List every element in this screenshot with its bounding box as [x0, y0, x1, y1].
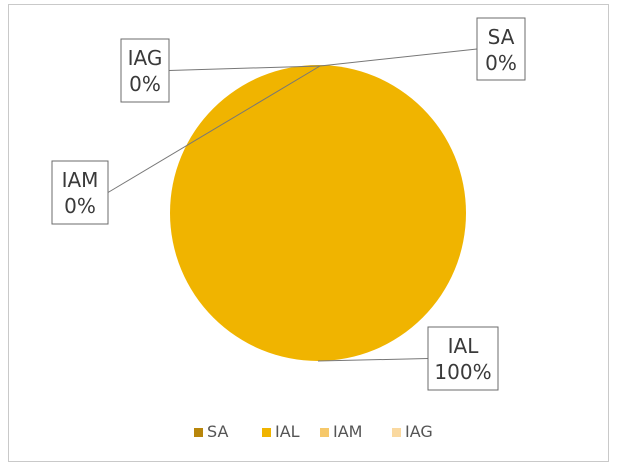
- data-label-category-sa: SA: [488, 25, 515, 49]
- leader-line-iag: [168, 65, 321, 71]
- data-label-box-sa: [476, 17, 526, 81]
- legend-swatch-sa: [194, 428, 203, 437]
- data-label-percent-iag: 0%: [129, 72, 161, 96]
- data-label-category-iam: IAM: [62, 168, 99, 192]
- leader-line-sa: [319, 48, 478, 67]
- leader-line-ial: [317, 358, 429, 362]
- data-label-box-iam: [51, 160, 109, 225]
- data-label-box-iag: [120, 38, 170, 103]
- data-label-box-ial: [427, 326, 499, 391]
- data-label-sa: SA0%: [476, 17, 526, 81]
- data-label-percent-sa: 0%: [485, 51, 517, 75]
- legend-swatch-iag: [392, 428, 401, 437]
- leader-line-iam: [107, 65, 321, 193]
- data-label-percent-ial: 100%: [434, 360, 491, 384]
- data-label-percent-iam: 0%: [64, 194, 96, 218]
- legend: SA IAL IAM IAG: [194, 422, 433, 441]
- legend-label-sa: SA: [207, 422, 228, 441]
- legend-swatch-ial: [262, 428, 271, 437]
- legend-label-ial: IAL: [275, 422, 300, 441]
- pie-slice-ial: [170, 65, 466, 361]
- legend-swatch-iam: [320, 428, 329, 437]
- legend-label-iam: IAM: [333, 422, 362, 441]
- legend-label-iag: IAG: [405, 422, 433, 441]
- data-label-category-iag: IAG: [128, 46, 163, 70]
- data-label-category-ial: IAL: [448, 334, 480, 358]
